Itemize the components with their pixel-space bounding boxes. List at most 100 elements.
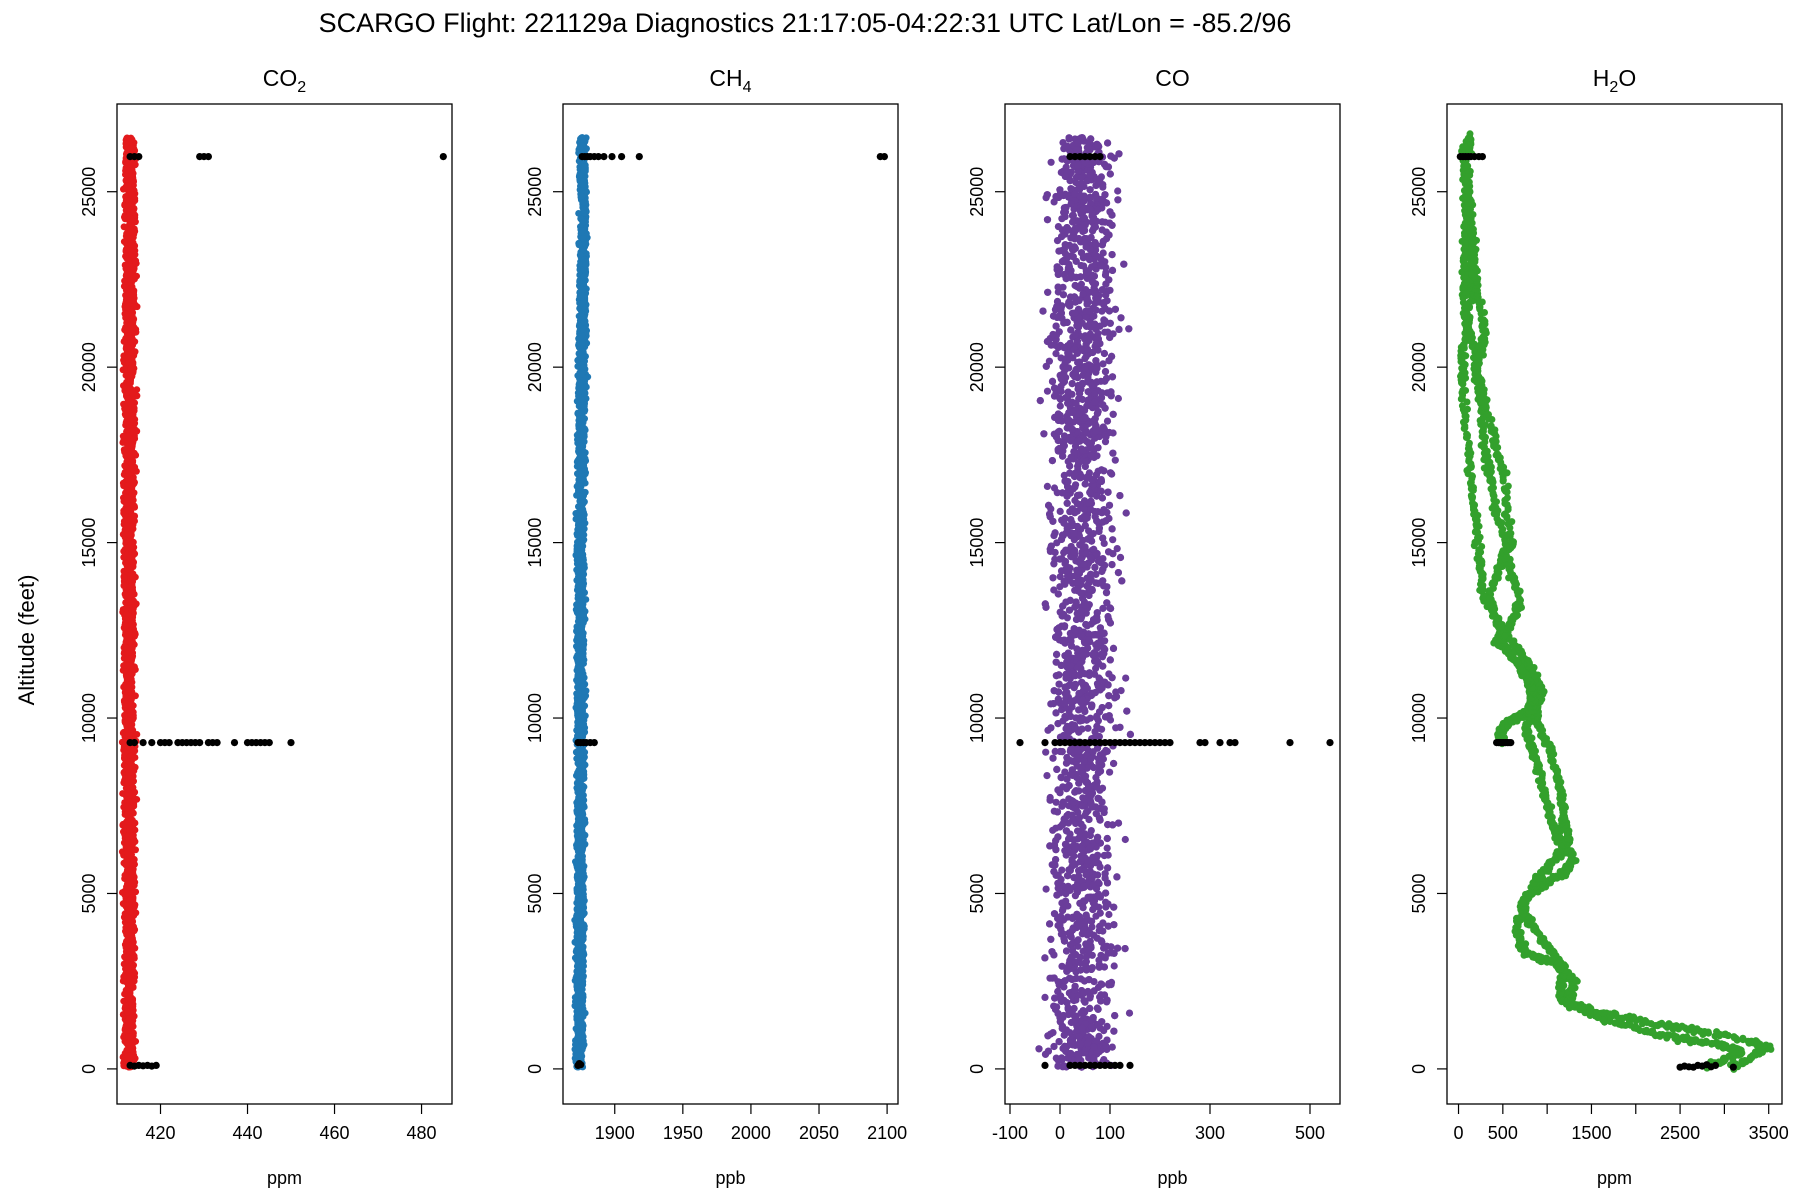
x-tick-label: 460 (320, 1123, 350, 1143)
flagged-point (165, 739, 173, 747)
data-point (124, 778, 132, 786)
data-point (125, 823, 133, 831)
data-point (123, 311, 130, 319)
flagged-point (152, 1061, 160, 1069)
data-point (123, 499, 131, 507)
data-point (126, 867, 133, 875)
data-point (127, 285, 134, 293)
flagged-point (135, 153, 143, 161)
data-point (127, 373, 134, 381)
data-point (132, 888, 140, 896)
data-point (123, 271, 130, 278)
y-tick-label: 25000 (79, 167, 99, 217)
data-point (130, 480, 138, 487)
data-point (128, 582, 136, 590)
data-point (121, 261, 129, 269)
data-point (122, 622, 130, 630)
data-point (128, 326, 136, 334)
flagged-point (230, 739, 239, 747)
data-point (122, 559, 129, 567)
panel-title-main: CH (709, 65, 742, 91)
data-point (121, 711, 128, 719)
data-point (128, 312, 136, 320)
flagged-point (204, 153, 212, 161)
y-tick-label: 20000 (79, 342, 99, 392)
data-point (128, 459, 135, 467)
data-point (133, 731, 141, 738)
data-point (123, 610, 131, 618)
y-tick-label: 5000 (79, 873, 99, 913)
data-point (120, 582, 128, 590)
data-point (124, 941, 131, 949)
data-point (128, 144, 136, 152)
flagged-point (265, 739, 273, 747)
data-point (127, 540, 135, 548)
y-tick-label: 10000 (79, 693, 99, 743)
data-point (125, 804, 132, 811)
data-point (125, 566, 133, 573)
data-point (123, 486, 131, 494)
data-point (125, 994, 133, 1002)
data-point (129, 942, 137, 950)
data-point (131, 954, 138, 962)
data-point (122, 326, 130, 333)
data-point (124, 333, 132, 341)
x-tick-label: 440 (232, 1123, 262, 1143)
data-point (129, 573, 137, 581)
data-point (124, 914, 132, 922)
data-point (124, 849, 131, 857)
data-point (125, 769, 133, 776)
data-point (126, 988, 134, 996)
data-point (127, 589, 135, 597)
data-point (131, 512, 139, 520)
data-point (124, 1017, 132, 1025)
data-point (122, 140, 130, 148)
flagged-point (130, 739, 138, 747)
data-points (571, 134, 889, 1071)
data-point (125, 926, 133, 934)
data-point (129, 604, 137, 611)
data-point (124, 631, 132, 639)
panel-title-subscript: 2 (297, 79, 306, 96)
plot-frame (116, 103, 453, 1105)
data-point (127, 177, 135, 185)
data-point (127, 366, 135, 373)
x-tick-label: 480 (407, 1123, 437, 1143)
data-point (120, 517, 128, 525)
data-point (124, 811, 131, 819)
data-point (125, 1045, 133, 1053)
data-point (123, 202, 131, 209)
data-point (124, 964, 132, 972)
panel-title: CH4 (709, 65, 751, 96)
data-point (122, 412, 130, 419)
data-point (124, 1052, 132, 1060)
flagged-point (148, 739, 156, 747)
data-point (125, 344, 132, 352)
data-point (129, 934, 136, 942)
data-point (123, 729, 131, 736)
flagged-point (139, 739, 147, 747)
data-point (121, 700, 129, 708)
flagged-point (287, 739, 295, 747)
data-point (128, 832, 136, 840)
data-point (125, 598, 132, 605)
data-point (126, 908, 134, 915)
x-axis-label: ppm (267, 1168, 302, 1188)
flagged-point (213, 739, 221, 747)
data-point (121, 749, 129, 756)
data-point (120, 238, 128, 246)
data-point (133, 303, 141, 311)
data-point (119, 900, 127, 908)
data-point (128, 427, 136, 434)
y-axis-label: Altitude (feet) (14, 575, 39, 706)
data-point (123, 445, 131, 453)
data-point (128, 620, 136, 628)
data-point (125, 1039, 133, 1046)
data-point (122, 604, 130, 612)
data-point (128, 191, 136, 199)
data-point (130, 449, 138, 457)
data-point (121, 790, 129, 798)
